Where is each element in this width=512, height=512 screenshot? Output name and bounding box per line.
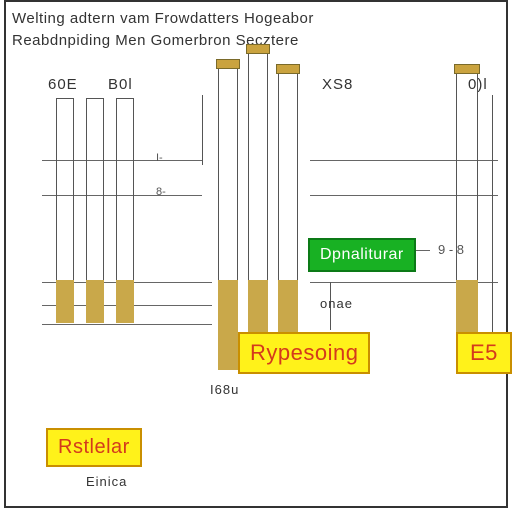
bar [86,98,104,323]
minor-tick: 8- [156,186,166,198]
v-marker [202,95,203,165]
axis-label-1: B0l [108,76,133,93]
bar [278,70,298,370]
label-reposing: Rypesoing [238,332,370,374]
bar [218,65,238,370]
bar [116,98,134,323]
bar [56,98,74,323]
label-retlebar: Rstlelar [46,428,142,467]
axis-label-0: 60E [48,76,78,93]
axis-label-2: XS8 [322,76,353,93]
caption-einica: Einica [86,474,127,489]
bar [248,50,268,370]
label-e5: E5 [456,332,512,374]
caption-i68u: I68u [210,382,239,397]
label-optimal: Dpnaliturar [308,238,416,272]
minor-tick: I- [156,152,163,164]
grid-rule [42,324,212,325]
bar [456,70,478,370]
v-marker [492,95,493,370]
title-line-1: Welting adtern vam Frowdatters Hogeabor [12,8,500,30]
caption-onae: onae [320,296,353,311]
